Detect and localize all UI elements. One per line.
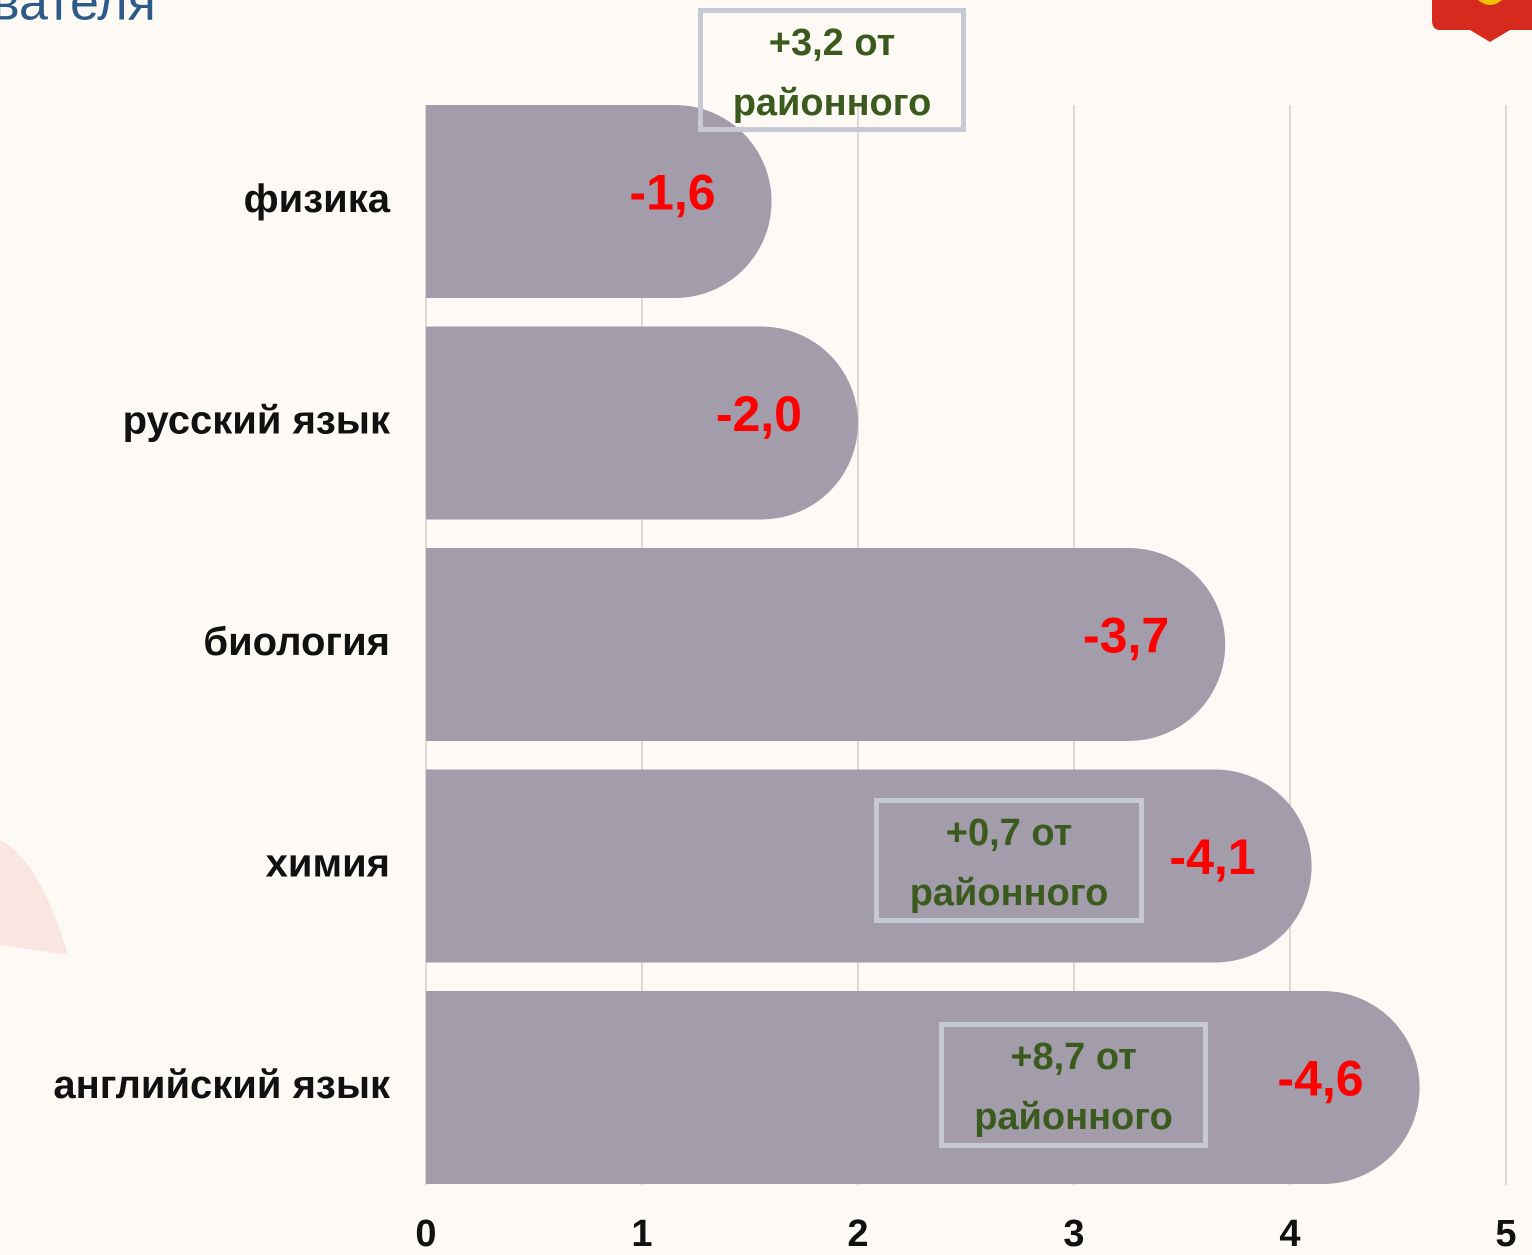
page: вателя 0 1 2 3 4 5 физика -1,6 русский язык -2,0 б… bbox=[0, 0, 1532, 1255]
value-label: -4,6 bbox=[1277, 1051, 1363, 1107]
bar bbox=[426, 105, 772, 298]
decoration bbox=[0, 840, 68, 955]
value-label: -1,6 bbox=[629, 165, 715, 221]
annotation: +8,7 от районного bbox=[939, 1022, 1208, 1148]
x-tick-label: 5 bbox=[1495, 1213, 1516, 1255]
chart: вателя 0 1 2 3 4 5 физика -1,6 русский язык -2,0 б… bbox=[0, 0, 1532, 1255]
annotation: +0,7 от районного bbox=[874, 798, 1144, 923]
x-tick-label: 2 bbox=[847, 1213, 868, 1255]
y-tick-label: английский язык bbox=[53, 1063, 391, 1107]
x-tick-label: 1 bbox=[631, 1213, 652, 1255]
value-label: -4,1 bbox=[1169, 829, 1255, 885]
chart-title: вателя bbox=[0, 0, 156, 32]
x-tick-label: 4 bbox=[1279, 1213, 1300, 1255]
x-tick-label: 3 bbox=[1063, 1213, 1084, 1255]
y-tick-label: русский язык bbox=[123, 399, 391, 443]
x-tick-label: 0 bbox=[415, 1213, 436, 1255]
logo bbox=[1432, 0, 1532, 42]
y-tick-label: физика bbox=[244, 177, 391, 221]
value-label: -3,7 bbox=[1083, 608, 1169, 664]
annotation: +3,2 от районного bbox=[698, 8, 966, 132]
y-tick-label: биология bbox=[203, 620, 390, 664]
bar bbox=[426, 991, 1420, 1184]
y-tick-label: химия bbox=[266, 842, 390, 886]
value-label: -2,0 bbox=[716, 386, 802, 442]
